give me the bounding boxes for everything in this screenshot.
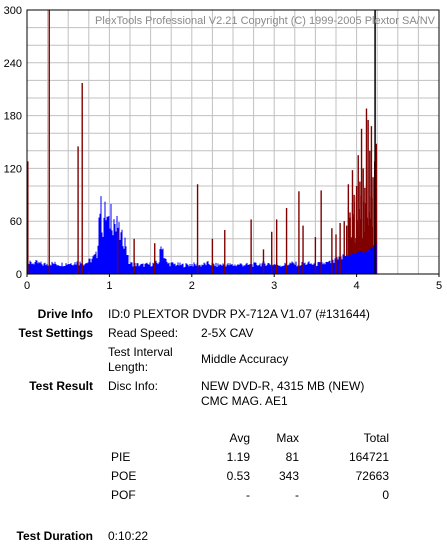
x-tick-label: 5	[436, 280, 442, 292]
poe-avg: 0.53	[226, 469, 250, 483]
pie-total: 164721	[348, 450, 389, 464]
test-interval-label-line2: Length:	[108, 360, 149, 374]
test-duration-value: 0:10:22	[108, 529, 149, 543]
y-tick-label: 0	[16, 269, 22, 281]
pie-row-label: PIE	[111, 450, 131, 464]
drive-info-label: Drive Info	[37, 307, 93, 321]
y-tick-label: 60	[10, 216, 22, 228]
drive-info-value: ID:0 PLEXTOR DVDR PX-712A V1.07 (#131644…	[108, 307, 370, 321]
y-tick-label: 180	[4, 111, 22, 123]
test-result-label: Test Result	[29, 379, 93, 393]
col-header-max: Max	[276, 431, 299, 445]
col-header-total: Total	[363, 431, 389, 445]
disc-info-label: Disc Info:	[108, 379, 159, 393]
poe-total: 72663	[355, 469, 389, 483]
y-tick-label: 240	[4, 58, 22, 70]
pie-max: 81	[285, 450, 299, 464]
y-axis-ticks: 0 60 120 180 240 300	[4, 5, 22, 281]
x-axis-ticks: 0 1 2 3 4 5	[24, 274, 442, 292]
poe-series	[27, 10, 378, 274]
pie-series	[27, 196, 377, 274]
pof-row-label: POF	[111, 488, 136, 502]
y-tick-label: 300	[4, 5, 22, 17]
test-duration-label: Test Duration	[16, 529, 93, 543]
pof-max: -	[295, 488, 299, 502]
test-settings-label: Test Settings	[18, 326, 93, 340]
test-interval-value: Middle Accuracy	[201, 352, 289, 366]
error-rate-chart: PlexTools Professional V2.21 Copyright (…	[4, 5, 442, 292]
watermark-text: PlexTools Professional V2.21 Copyright (…	[95, 15, 436, 27]
poe-row-label: POE	[111, 469, 137, 483]
x-tick-label: 1	[106, 280, 112, 292]
x-tick-label: 2	[189, 280, 195, 292]
read-speed-label: Read Speed:	[108, 326, 179, 340]
pie-avg: 1.19	[226, 450, 250, 464]
test-interval-label-line1: Test Interval	[108, 345, 173, 359]
y-tick-label: 120	[4, 163, 22, 175]
pof-avg: -	[246, 488, 250, 502]
disc-info-line2: CMC MAG. AE1	[201, 394, 288, 408]
pof-total: 0	[382, 488, 389, 502]
disc-info-line1: NEW DVD-R, 4315 MB (NEW)	[201, 379, 365, 393]
chart-grid	[26, 9, 440, 275]
x-tick-label: 0	[24, 280, 30, 292]
poe-max: 343	[278, 469, 299, 483]
col-header-avg: Avg	[229, 431, 250, 445]
x-tick-label: 3	[271, 280, 277, 292]
x-tick-label: 4	[354, 280, 360, 292]
plot-frame	[26, 9, 440, 275]
read-speed-value: 2-5X CAV	[201, 326, 254, 340]
